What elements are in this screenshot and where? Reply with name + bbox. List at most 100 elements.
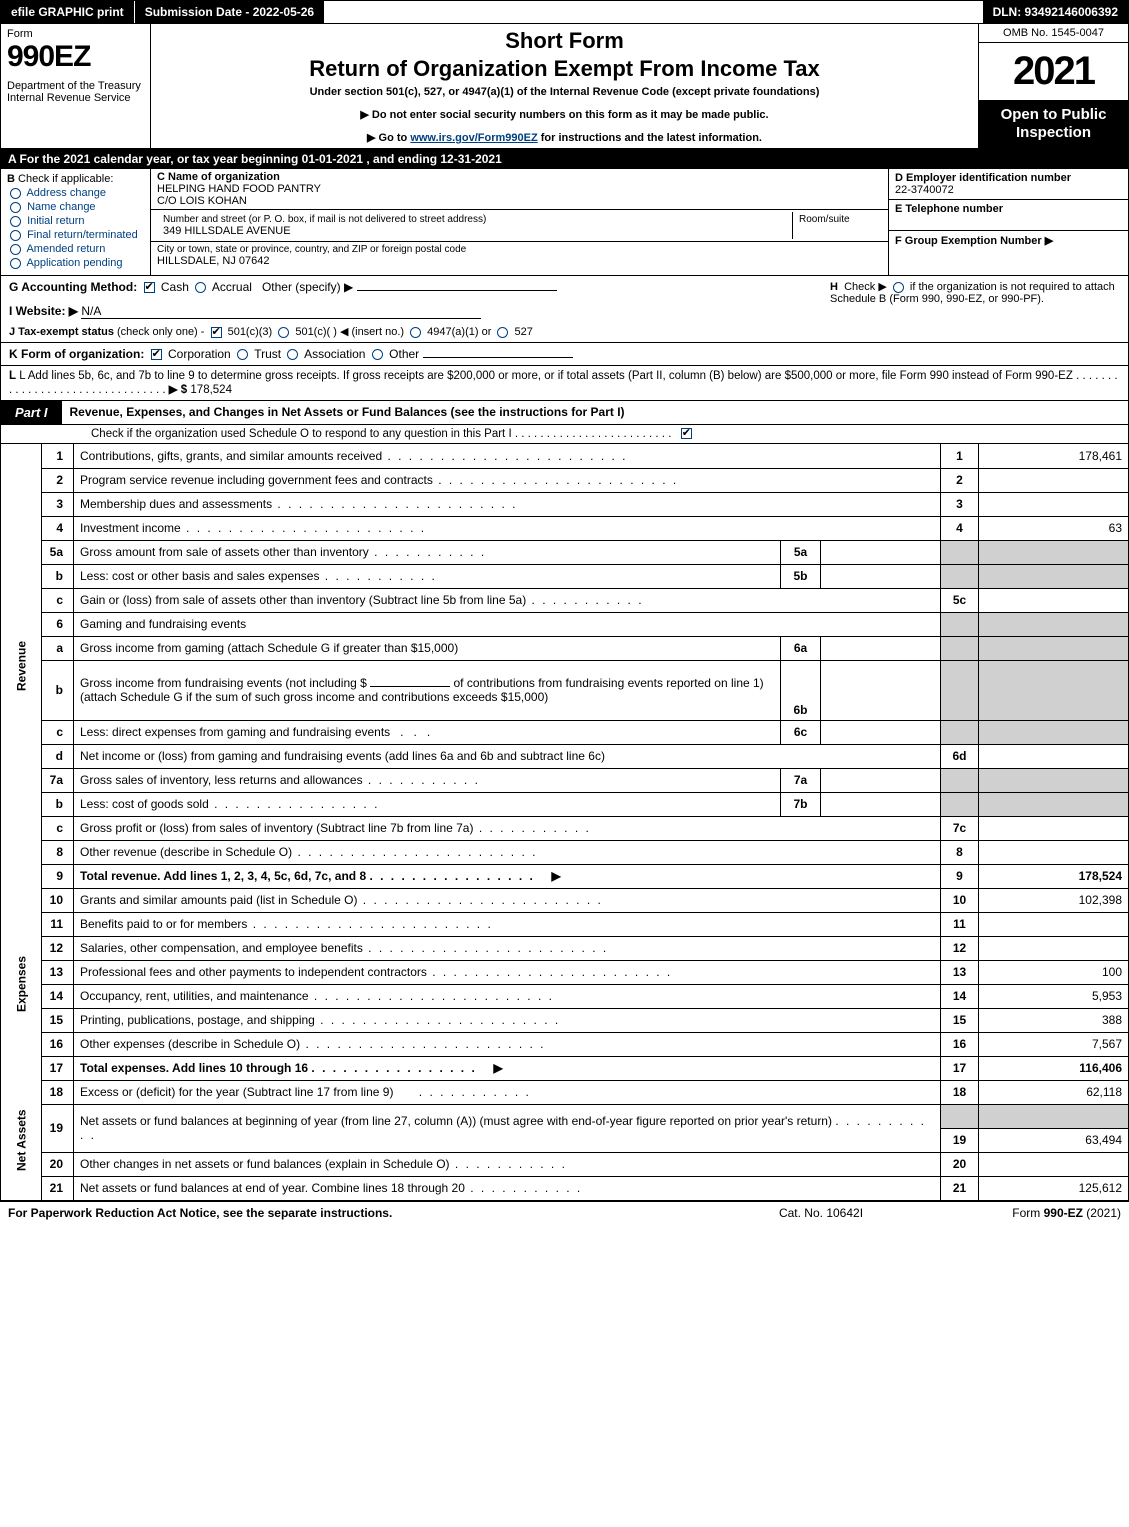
g-other-input[interactable] — [357, 290, 557, 291]
ln19-desc: Net assets or fund balances at beginning… — [80, 1114, 832, 1128]
ln7b-desc: Less: cost of goods sold — [80, 797, 379, 811]
omb-number: OMB No. 1545-0047 — [979, 24, 1128, 43]
k-other: Other — [389, 347, 419, 361]
ln6d-box: 6d — [941, 744, 979, 768]
page-footer: For Paperwork Reduction Act Notice, see … — [0, 1201, 1129, 1224]
ln5c-amt — [979, 588, 1129, 612]
part1-check-row: Check if the organization used Schedule … — [0, 425, 1129, 444]
topbar-spacer — [325, 1, 982, 23]
ln5b-boxval — [821, 564, 941, 588]
ln10-desc: Grants and similar amounts paid (list in… — [80, 893, 603, 907]
ln20-box: 20 — [941, 1152, 979, 1176]
ln6-shadeamt — [979, 612, 1129, 636]
ln6c-desc: Less: direct expenses from gaming and fu… — [80, 725, 390, 739]
chk-527[interactable] — [497, 327, 508, 338]
irs-link[interactable]: www.irs.gov/Form990EZ — [410, 132, 537, 144]
ln18-box: 18 — [941, 1080, 979, 1104]
chk-trust[interactable] — [237, 349, 248, 360]
side-expenses: Expenses — [1, 888, 42, 1080]
footer-left: For Paperwork Reduction Act Notice, see … — [8, 1206, 721, 1220]
ln7c-num: c — [42, 816, 74, 840]
efile-print-button[interactable]: efile GRAPHIC print — [1, 1, 135, 23]
h-check-pre: Check ▶ — [844, 281, 887, 293]
row-k: K Form of organization: Corporation Trus… — [0, 343, 1129, 366]
ln6c-num: c — [42, 720, 74, 744]
chk-4947[interactable] — [410, 327, 421, 338]
line-6d: d Net income or (loss) from gaming and f… — [1, 744, 1129, 768]
col-c-org-info: C Name of organization HELPING HAND FOOD… — [151, 169, 888, 275]
ln7b-boxval — [821, 792, 941, 816]
chk-cash[interactable] — [144, 282, 155, 293]
ln9-amt: 178,524 — [979, 864, 1129, 888]
ln5c-num: c — [42, 588, 74, 612]
line-12: 12 Salaries, other compensation, and emp… — [1, 936, 1129, 960]
ln5c-box: 5c — [941, 588, 979, 612]
chk-schedule-b[interactable] — [893, 282, 904, 293]
ln6d-desc: Net income or (loss) from gaming and fun… — [74, 744, 941, 768]
note2-post: for instructions and the latest informat… — [538, 132, 762, 144]
ln6c-boxlbl: 6c — [781, 720, 821, 744]
k-other-input[interactable] — [423, 357, 573, 358]
ln1-box: 1 — [941, 444, 979, 468]
ln16-amt: 7,567 — [979, 1032, 1129, 1056]
ln5a-boxlbl: 5a — [781, 540, 821, 564]
chk-amended-return[interactable]: Amended return — [7, 243, 144, 255]
chk-501c3[interactable] — [211, 327, 222, 338]
city-label: City or town, state or province, country… — [157, 244, 882, 255]
department-label: Department of the Treasury Internal Reve… — [7, 80, 144, 104]
ln6b-input[interactable] — [370, 686, 450, 687]
part1-tab: Part I — [1, 401, 62, 424]
note-ssn: ▶ Do not enter social security numbers o… — [159, 108, 970, 121]
ln7a-desc: Gross sales of inventory, less returns a… — [80, 773, 480, 787]
ln6a-shade — [941, 636, 979, 660]
line-4: 4 Investment income 463 — [1, 516, 1129, 540]
footer-right: Form 990-EZ (2021) — [921, 1206, 1121, 1220]
chk-corporation[interactable] — [151, 349, 162, 360]
ln17-box: 17 — [941, 1056, 979, 1080]
ln20-num: 20 — [42, 1152, 74, 1176]
dln-label: DLN: 93492146006392 — [983, 1, 1128, 23]
line-9: 9 Total revenue. Add lines 1, 2, 3, 4, 5… — [1, 864, 1129, 888]
ln5a-shade — [941, 540, 979, 564]
line-6a: a Gross income from gaming (attach Sched… — [1, 636, 1129, 660]
ln12-num: 12 — [42, 936, 74, 960]
ln19-num: 19 — [42, 1104, 74, 1152]
ln19-amt: 63,494 — [979, 1128, 1129, 1152]
line-6c: c Less: direct expenses from gaming and … — [1, 720, 1129, 744]
ln5c-desc: Gain or (loss) from sale of assets other… — [80, 593, 644, 607]
chk-initial-return[interactable]: Initial return — [7, 215, 144, 227]
ln1-amt: 178,461 — [979, 444, 1129, 468]
website-value: N/A — [81, 304, 481, 319]
ln9-desc: Add lines 1, 2, 3, 4, 5c, 6d, 7c, and 8 — [163, 869, 366, 883]
footer-center: Cat. No. 10642I — [721, 1206, 921, 1220]
chk-application-pending[interactable]: Application pending — [7, 257, 144, 269]
ln6d-num: d — [42, 744, 74, 768]
chk-address-change[interactable]: Address change — [7, 187, 144, 199]
ln21-desc: Net assets or fund balances at end of ye… — [80, 1181, 582, 1195]
title-return: Return of Organization Exempt From Incom… — [159, 56, 970, 82]
ln3-box: 3 — [941, 492, 979, 516]
j-501c: 501(c)( ) ◀ (insert no.) — [295, 326, 404, 338]
chk-other-org[interactable] — [372, 349, 383, 360]
g-other: Other (specify) ▶ — [262, 280, 353, 294]
chk-schedule-o-part1[interactable] — [681, 428, 692, 439]
col-def: D Employer identification number 22-3740… — [888, 169, 1128, 275]
chk-association[interactable] — [287, 349, 298, 360]
ln18-desc: Excess or (deficit) for the year (Subtra… — [80, 1085, 393, 1099]
chk-accrual[interactable] — [195, 282, 206, 293]
b-label: B — [7, 173, 15, 185]
l-text: L Add lines 5b, 6c, and 7b to line 9 to … — [19, 370, 1073, 382]
line-15: 15 Printing, publications, postage, and … — [1, 1008, 1129, 1032]
header-right: OMB No. 1545-0047 2021 Open to Public In… — [978, 24, 1128, 148]
org-name: HELPING HAND FOOD PANTRY — [157, 183, 882, 195]
ln15-box: 15 — [941, 1008, 979, 1032]
ln6c-shadeamt — [979, 720, 1129, 744]
chk-501c[interactable] — [278, 327, 289, 338]
g-accrual: Accrual — [212, 280, 252, 294]
ln6b-shade — [941, 660, 979, 720]
ln10-amt: 102,398 — [979, 888, 1129, 912]
ln5b-shade — [941, 564, 979, 588]
chk-final-return[interactable]: Final return/terminated — [7, 229, 144, 241]
chk-name-change[interactable]: Name change — [7, 201, 144, 213]
ln15-num: 15 — [42, 1008, 74, 1032]
